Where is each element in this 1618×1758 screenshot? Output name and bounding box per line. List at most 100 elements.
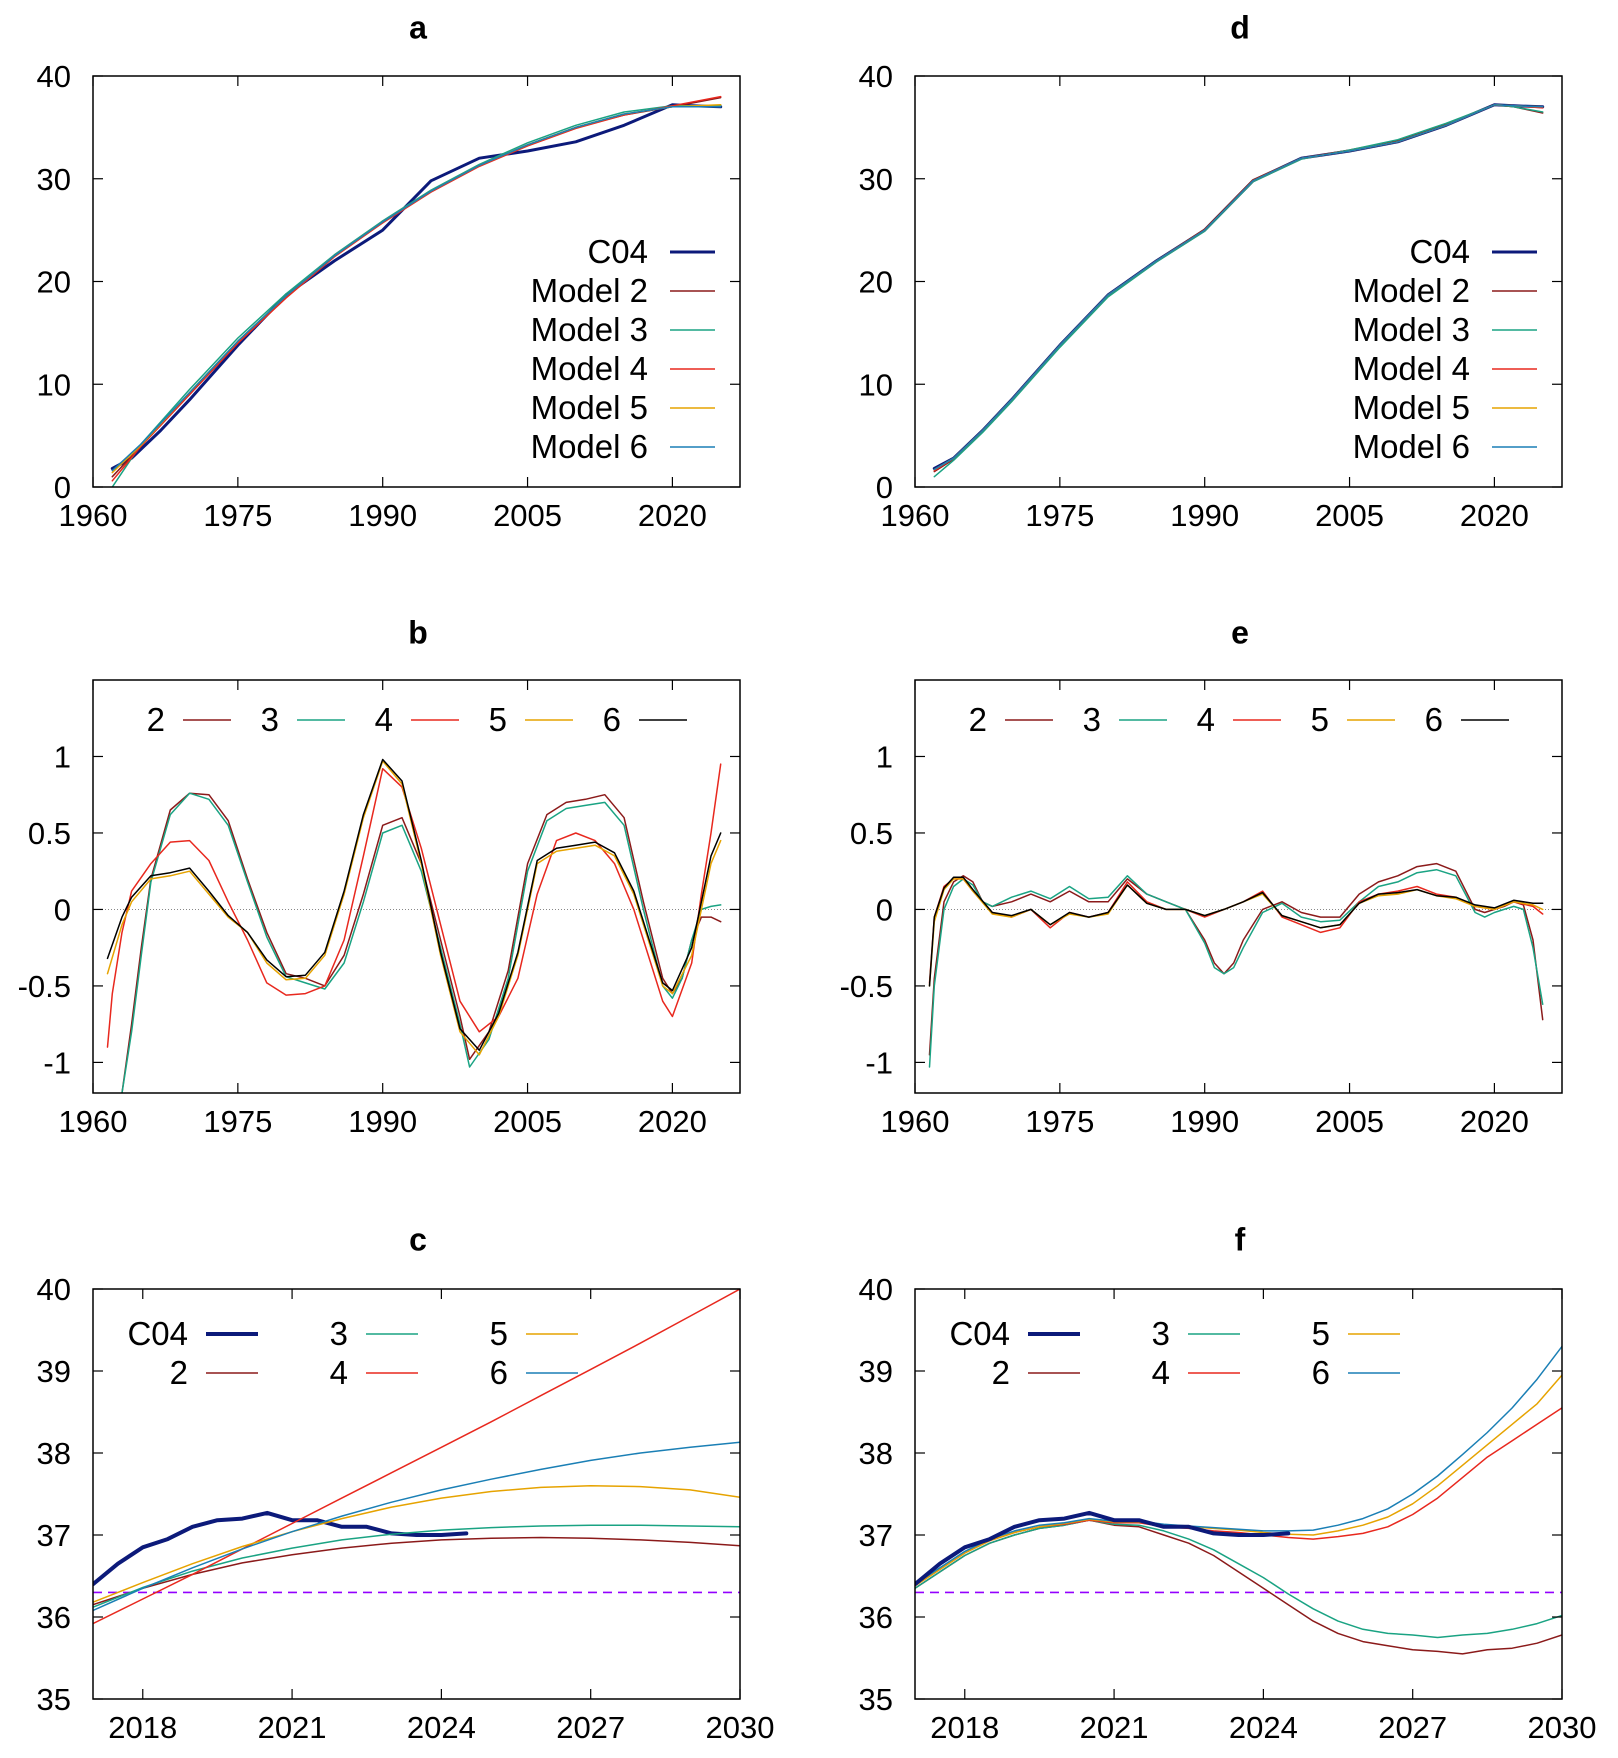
series-group-f xyxy=(915,1345,1562,1655)
x-tick-label-a: 2020 xyxy=(638,498,707,533)
x-tick-label-b: 2020 xyxy=(638,1104,707,1139)
series-line-c-2 xyxy=(93,1536,740,1606)
y-tick-label-f: 37 xyxy=(859,1518,893,1553)
plot-frame-c xyxy=(92,1288,741,1700)
legend-label-c-2: 2 xyxy=(170,1354,188,1391)
series-line-a-3 xyxy=(111,105,722,487)
series-line-b-3 xyxy=(121,792,722,1093)
panel-title-e: e xyxy=(1231,614,1249,650)
legend-b: 2 3 4 5 6 xyxy=(147,701,687,738)
y-tick-label-d: 10 xyxy=(859,367,893,402)
panel-e: e 1960 1975 1990 2005 2020 -1 -0.5 0 0.5 1 2 3 4 5 6 xyxy=(840,614,1563,1139)
x-tick-label-c: 2027 xyxy=(556,1710,625,1745)
legend-e: 2 3 4 5 6 xyxy=(969,701,1509,738)
panel-title-c: c xyxy=(409,1221,427,1257)
series-line-b-5 xyxy=(106,760,722,1056)
y-tick-label-a: 0 xyxy=(54,470,71,505)
legend-label-b-3: 3 xyxy=(261,701,279,738)
y-tick-label-a: 10 xyxy=(37,367,71,402)
legend-label-b-2: 2 xyxy=(147,701,165,738)
plot-frame-f xyxy=(914,1288,1563,1700)
x-tick-label-a: 1990 xyxy=(348,498,417,533)
y-tick-label-c: 37 xyxy=(37,1518,71,1553)
series-line-e-6_b xyxy=(928,876,1544,987)
legend-label-a-3: Model 3 xyxy=(531,311,648,348)
x-tick-label-d: 2020 xyxy=(1460,498,1529,533)
legend-label-e-3: 3 xyxy=(1083,701,1101,738)
legend-label-a-4: Model 4 xyxy=(531,350,648,387)
series-line-f-3 xyxy=(915,1519,1562,1639)
y-tick-label-b: 0.5 xyxy=(28,816,71,851)
x-tick-label-f: 2030 xyxy=(1528,1710,1597,1745)
y-tick-label-c: 39 xyxy=(37,1354,71,1389)
y-tick-label-e: 1 xyxy=(876,739,893,774)
y-tick-label-c: 35 xyxy=(37,1682,71,1717)
series-line-f-4 xyxy=(915,1407,1562,1587)
y-tick-label-c: 36 xyxy=(37,1600,71,1635)
series-line-e-2 xyxy=(928,862,1544,1056)
y-tick-label-f: 40 xyxy=(859,1272,893,1307)
x-tick-label-c: 2021 xyxy=(258,1710,327,1745)
x-tick-label-c: 2018 xyxy=(108,1710,177,1745)
x-tick-label-e: 2020 xyxy=(1460,1104,1529,1139)
series-line-d-6 xyxy=(933,104,1544,471)
series-line-b-6_b xyxy=(106,758,722,1051)
y-tick-label-e: -0.5 xyxy=(840,969,893,1004)
panel-title-d: d xyxy=(1230,9,1250,45)
legend-label-e-2: 2 xyxy=(969,701,987,738)
legend-label-f-5: 5 xyxy=(1312,1315,1330,1352)
panel-title-b: b xyxy=(408,614,428,650)
legend-label-b-6_b: 6 xyxy=(603,701,621,738)
legend-label-d-3: Model 3 xyxy=(1353,311,1470,348)
series-line-f-6 xyxy=(915,1345,1562,1585)
x-tick-label-d: 1990 xyxy=(1170,498,1239,533)
x-tick-label-d: 2005 xyxy=(1315,498,1384,533)
series-line-b-2 xyxy=(121,792,722,1093)
y-tick-label-f: 38 xyxy=(859,1436,893,1471)
y-tick-label-d: 30 xyxy=(859,162,893,197)
legend-label-b-5: 5 xyxy=(489,701,507,738)
series-line-f-5 xyxy=(915,1374,1562,1587)
legend-label-d-6: Model 6 xyxy=(1353,428,1470,465)
series-line-c-4 xyxy=(93,1289,740,1625)
legend-label-a-C04: C04 xyxy=(587,233,648,270)
y-tick-label-c: 38 xyxy=(37,1436,71,1471)
legend-label-c-4: 4 xyxy=(330,1354,348,1391)
y-tick-label-e: -1 xyxy=(865,1045,893,1080)
legend-label-c-3: 3 xyxy=(330,1315,348,1352)
series-line-c-6 xyxy=(93,1441,740,1612)
legend-label-a-2: Model 2 xyxy=(531,272,648,309)
series-line-f-2 xyxy=(915,1519,1562,1655)
x-tick-label-b: 1975 xyxy=(203,1104,272,1139)
series-line-c-3 xyxy=(93,1524,740,1608)
y-tick-label-f: 36 xyxy=(859,1600,893,1635)
x-tick-label-e: 2005 xyxy=(1315,1104,1384,1139)
y-tick-label-a: 20 xyxy=(37,265,71,300)
panel-title-a: a xyxy=(409,9,427,45)
legend-label-d-5: Model 5 xyxy=(1353,389,1470,426)
legend-label-c-6: 6 xyxy=(490,1354,508,1391)
series-group-e xyxy=(928,862,1544,1068)
x-tick-label-f: 2027 xyxy=(1378,1710,1447,1745)
y-tick-label-b: -1 xyxy=(43,1045,71,1080)
x-tick-label-e: 1960 xyxy=(881,1104,950,1139)
legend-label-d-C04: C04 xyxy=(1409,233,1470,270)
y-tick-label-a: 40 xyxy=(37,59,71,94)
series-line-e-5 xyxy=(928,878,1544,987)
legend-label-c-5: 5 xyxy=(490,1315,508,1352)
series-line-b-4 xyxy=(106,763,722,1048)
x-tick-label-a: 1975 xyxy=(203,498,272,533)
x-tick-label-c: 2030 xyxy=(706,1710,775,1745)
series-line-e-3 xyxy=(928,868,1544,1068)
legend-label-e-5: 5 xyxy=(1311,701,1329,738)
series-group-b xyxy=(106,758,722,1093)
y-tick-label-b: 1 xyxy=(54,739,71,774)
